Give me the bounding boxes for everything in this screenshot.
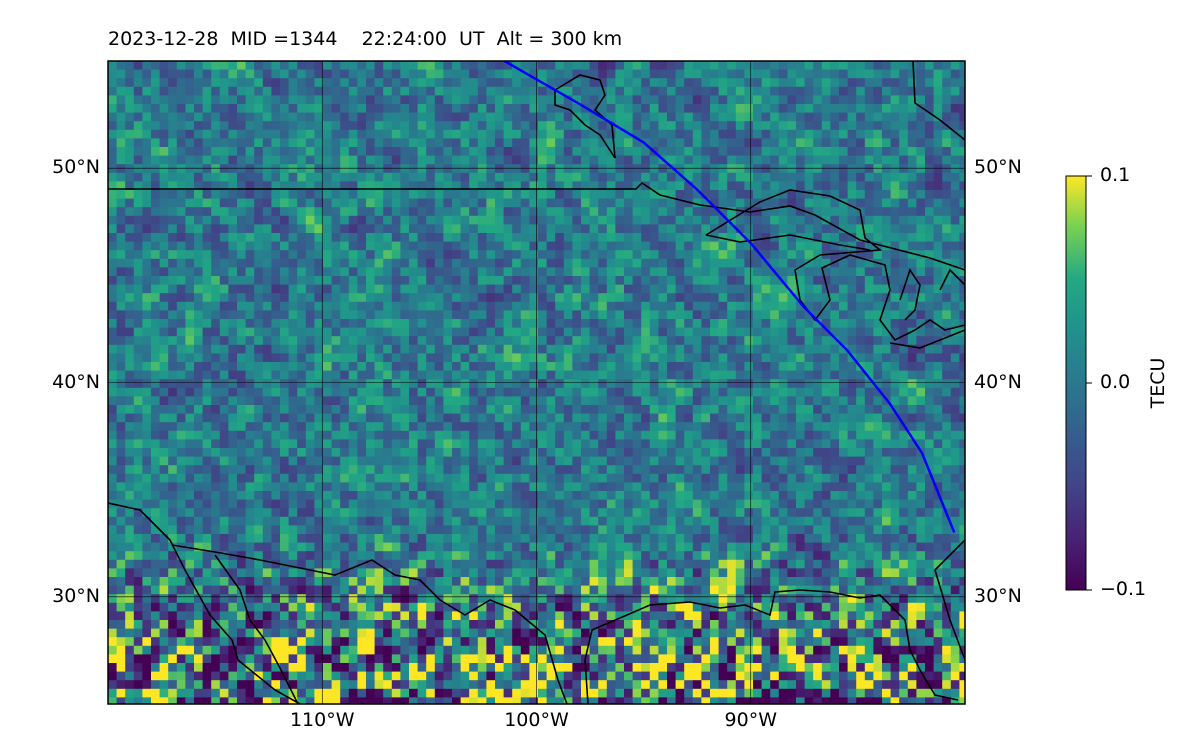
lon-tick-label: 90°W [724,709,777,731]
tec-heatmap [108,61,965,704]
coastline-pacific [108,502,301,704]
great-lakes [705,189,965,349]
coastline-baja [214,554,299,704]
border-us-mexico [171,544,568,704]
colorbar-ticks [1086,175,1092,591]
colorbar [1065,175,1087,591]
lat-tick-label-right: 40°N [974,370,1022,393]
plot-title: 2023-12-28 MID =1344 22:24:00 UT Alt = 3… [108,28,623,50]
lat-tick-label-right: 50°N [974,156,1022,179]
colorbar-tick-label: 0.1 [1100,164,1131,186]
lon-tick-label: 110°W [289,709,355,731]
lake-winnipeg [554,74,616,159]
colorbar-label: TECU [1147,357,1169,409]
lon-tick-label: 100°W [504,709,569,731]
hudson-bay-coast [912,61,965,141]
map-gridlines [108,61,965,704]
lat-tick-label-right: 30°N [974,584,1022,607]
lat-tick-label-left: 50°N [52,156,100,179]
lat-tick-label-left: 40°N [52,370,100,393]
map-frame [107,60,966,705]
satellite-track [503,61,956,533]
coastline-florida [934,539,965,661]
lat-tick-label-left: 30°N [52,584,100,607]
colorbar-tick-label: −0.1 [1100,578,1147,600]
border-us-canada [108,181,965,271]
colorbar-tick-label: 0.0 [1100,371,1131,393]
coastline-gulf [584,589,959,704]
